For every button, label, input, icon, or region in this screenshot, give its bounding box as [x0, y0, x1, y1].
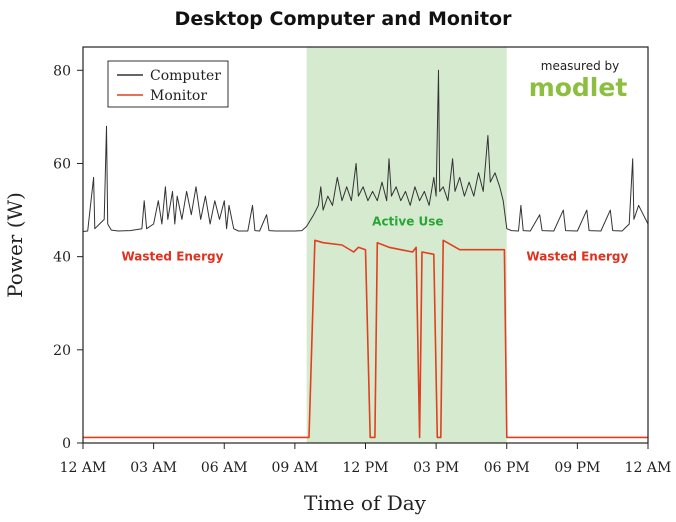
brand-measured-by: measured by: [541, 59, 620, 73]
brand-modlet: modlet: [529, 73, 628, 102]
annotation-layer: Wasted Energy Wasted Energy Active Use: [122, 215, 629, 264]
x-tick-label: 06 PM: [484, 460, 530, 476]
legend-label-monitor: Monitor: [150, 88, 207, 104]
x-tick-label: 03 AM: [130, 460, 177, 476]
chart-title: Desktop Computer and Monitor: [175, 8, 513, 30]
legend-label-computer: Computer: [150, 68, 221, 84]
ticks-layer: 12 AM 03 AM 06 AM 09 AM 12 PM 03 PM 06 PM 09 PM…: [53, 63, 671, 476]
series-line-monitor: [83, 239, 648, 439]
legend-box: [107, 60, 229, 108]
x-tick-label: 12 AM: [60, 460, 107, 476]
y-tick-label: 0: [62, 436, 71, 452]
x-tick-label: 09 AM: [272, 460, 319, 476]
y-tick-label: 20: [53, 343, 71, 359]
x-tick-label: 09 PM: [554, 460, 600, 476]
modlet-logo: measured by modlet: [529, 59, 628, 102]
wasted-energy-label: Wasted Energy: [122, 250, 224, 264]
y-tick-label: 60: [53, 156, 71, 172]
x-tick-label: 12 AM: [625, 460, 672, 476]
active-use-label: Active Use: [372, 215, 443, 229]
series-layer: [82, 69, 649, 439]
series-line-computer: [82, 69, 649, 232]
x-tick-label: 12 PM: [342, 460, 388, 476]
x-tick-label: 06 AM: [201, 460, 248, 476]
legend: Computer Monitor: [107, 60, 229, 108]
x-tick-label: 03 PM: [413, 460, 459, 476]
wasted-energy-label: Wasted Energy: [526, 250, 628, 264]
y-tick-label: 40: [53, 250, 71, 266]
y-axis-label: Power (W): [3, 192, 27, 298]
x-axis-label: Time of Day: [304, 491, 427, 515]
y-tick-label: 80: [53, 63, 71, 79]
